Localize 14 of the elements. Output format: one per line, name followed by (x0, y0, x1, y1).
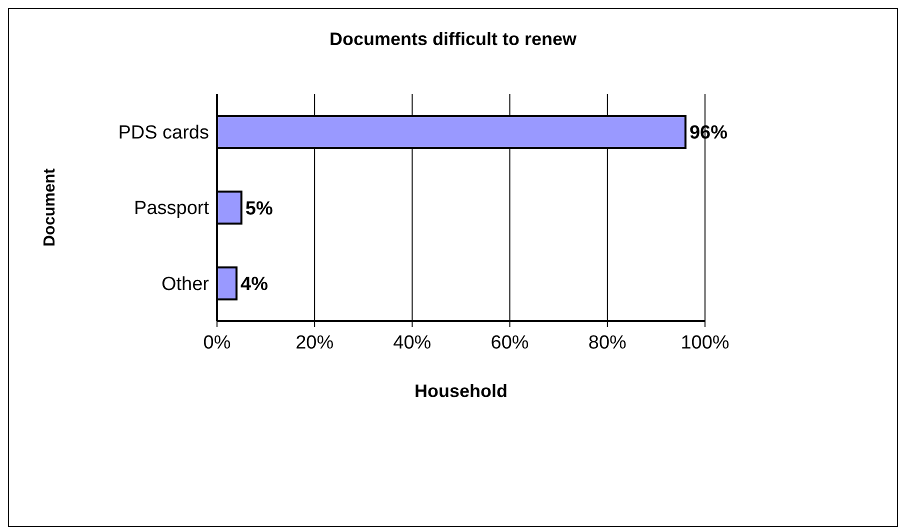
y-tick-label: Passport (134, 198, 210, 220)
x-tick-label: 80% (588, 332, 627, 354)
x-tick-label: 20% (296, 332, 334, 354)
x-tick-label: 100% (680, 332, 730, 354)
data-label: 5% (245, 198, 273, 220)
y-tick-label: Other (161, 274, 210, 295)
x-axis-title: Household (414, 381, 508, 401)
chart-title: Documents difficult to renew (328, 29, 578, 50)
y-tick-label: PDS cards (118, 122, 209, 144)
x-tick-label: 60% (490, 332, 529, 354)
y-axis-title: Document (42, 168, 59, 247)
x-tick-label: 40% (393, 332, 432, 354)
x-tick-label: 0% (203, 332, 231, 354)
data-label: 4% (240, 274, 268, 296)
